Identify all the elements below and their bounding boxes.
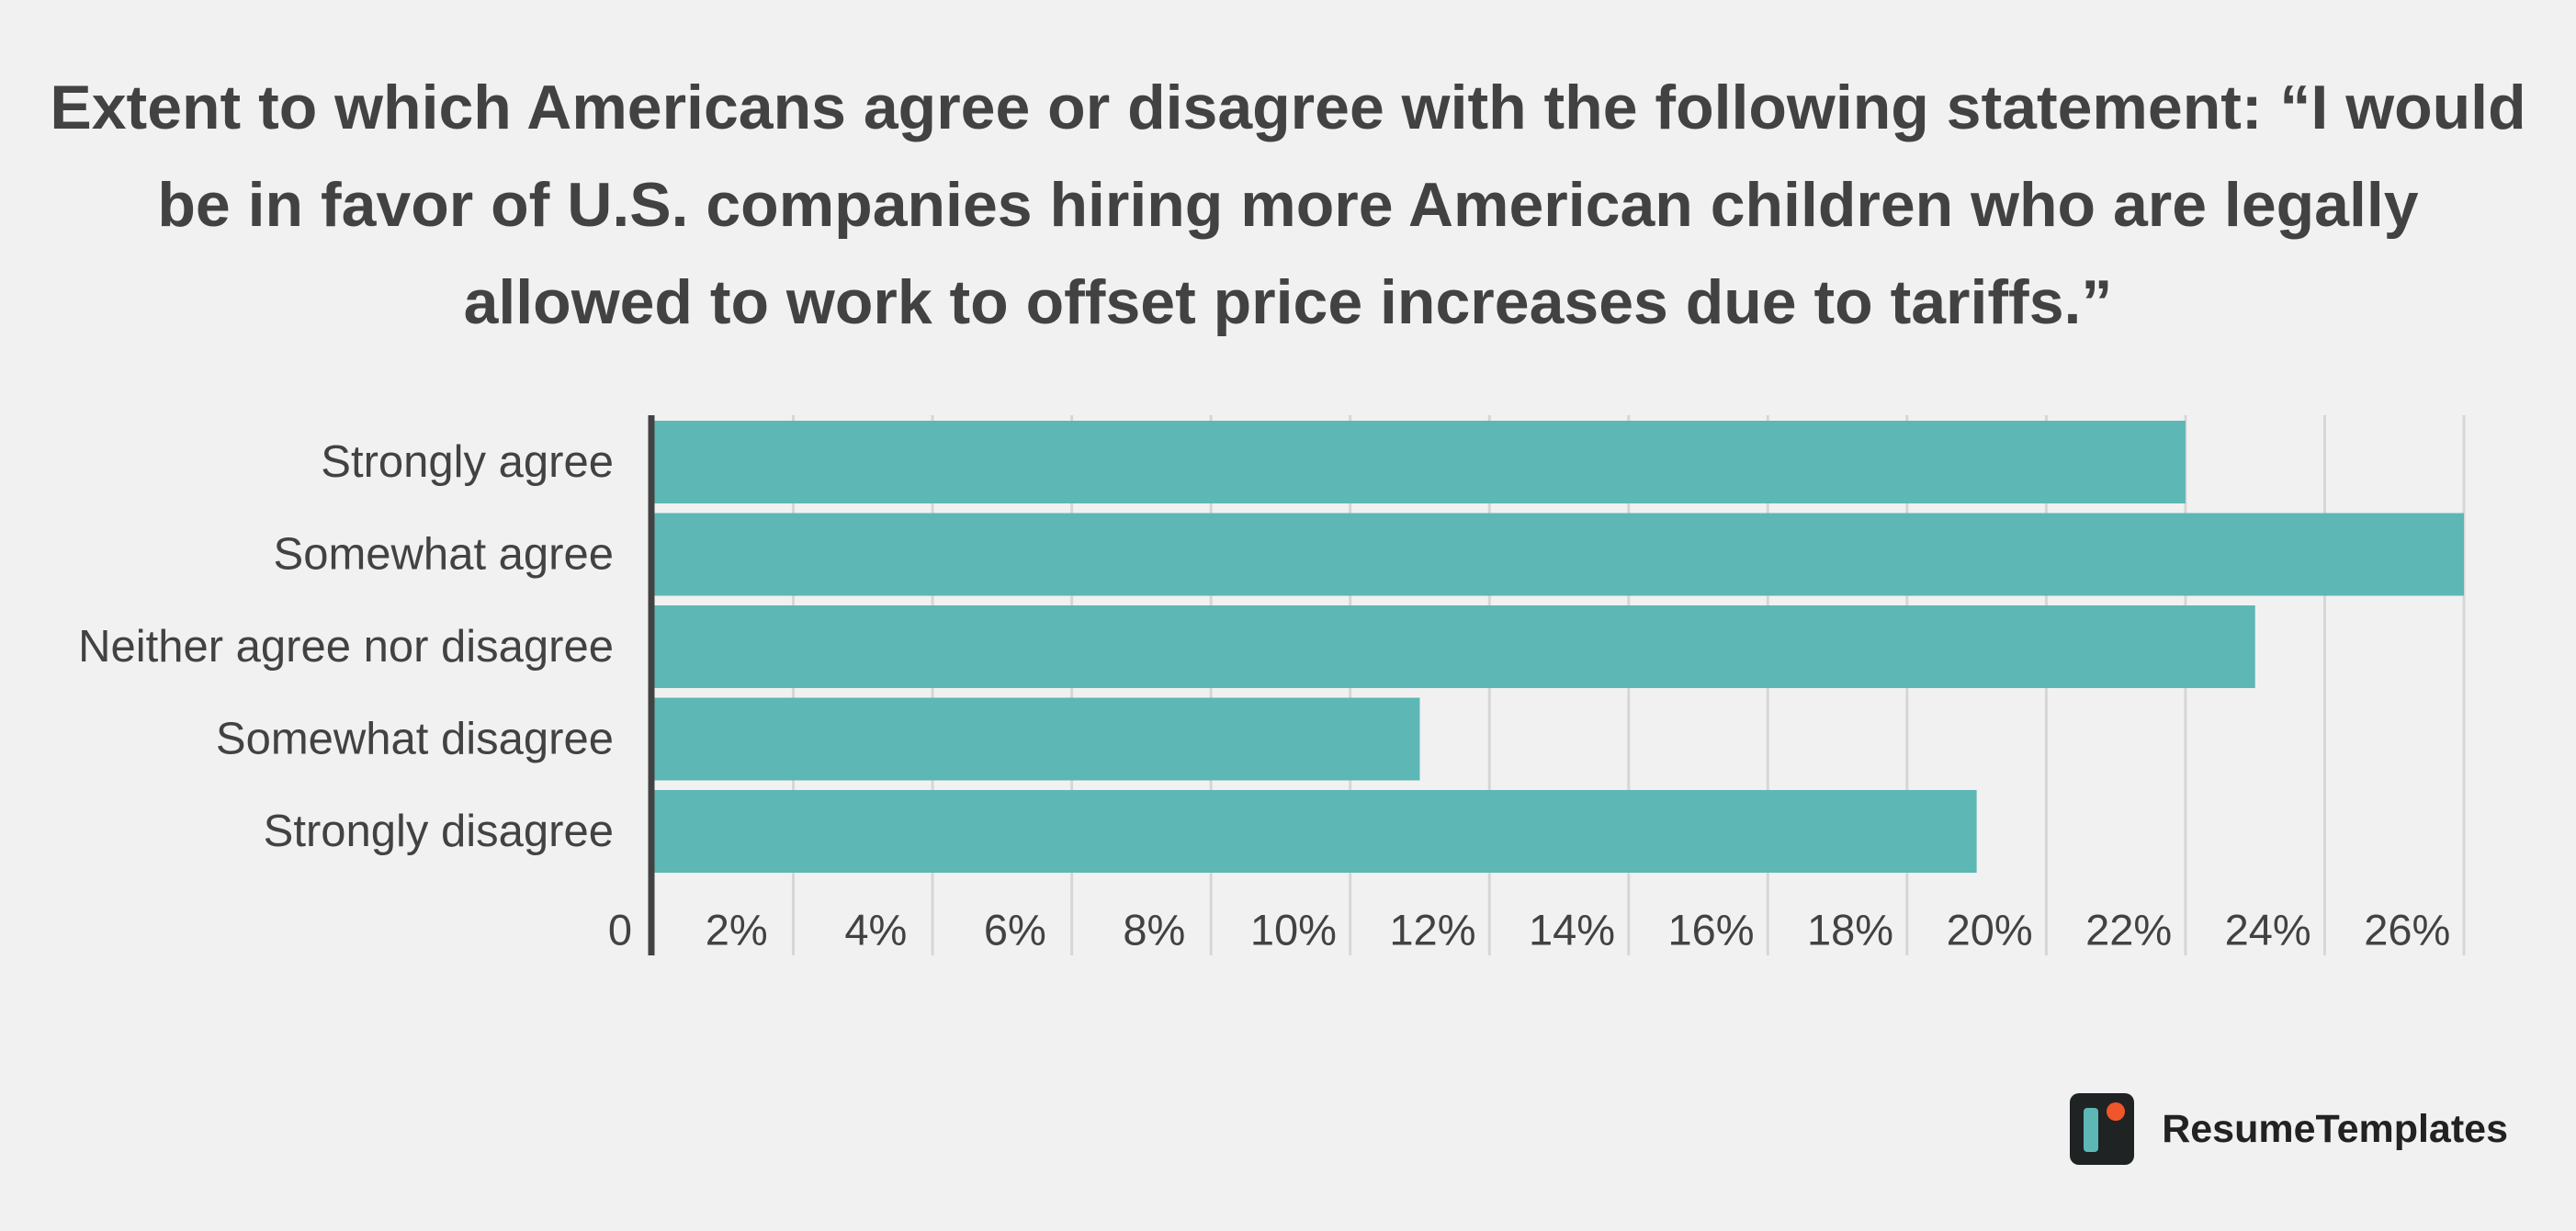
logo-bar <box>2084 1108 2099 1152</box>
bar <box>654 790 1977 873</box>
x-tick-label: 2% <box>706 906 768 954</box>
category-label: Strongly disagree <box>264 807 614 856</box>
bars <box>654 421 2464 873</box>
bar <box>654 513 2464 596</box>
category-labels: Strongly agree Somewhat agree Neither agre… <box>78 437 614 856</box>
x-tick-label: 24% <box>2225 906 2311 954</box>
bar <box>654 605 2255 688</box>
x-tick-label: 12% <box>1389 906 1475 954</box>
x-tick-label: 6% <box>984 906 1046 954</box>
category-label: Somewhat agree <box>274 530 614 580</box>
x-tick-labels: 0 2% 4% 6% 8% 10% 12% 14% 16% 18% 20% 22% 24% 26% <box>608 906 2450 954</box>
brand-watermark: ResumeTemplates <box>2070 1093 2508 1165</box>
x-tick-label: 22% <box>2085 906 2172 954</box>
x-tick-label: 14% <box>1529 906 1615 954</box>
x-tick-label: 18% <box>1807 906 1893 954</box>
x-tick-label: 26% <box>2364 906 2450 954</box>
x-tick-label: 8% <box>1123 906 1185 954</box>
bar <box>654 421 2186 503</box>
brand-name: ResumeTemplates <box>2162 1106 2508 1151</box>
bar <box>654 697 1420 781</box>
category-label: Strongly agree <box>321 437 614 487</box>
x-tick-label: 20% <box>1947 906 2033 954</box>
logo-dot <box>2107 1102 2126 1121</box>
x-tick-label: 4% <box>844 906 907 954</box>
x-tick-label: 16% <box>1667 906 1754 954</box>
x-tick-label: 0 <box>608 906 632 954</box>
x-tick-label: 10% <box>1250 906 1337 954</box>
category-label: Somewhat disagree <box>216 715 614 764</box>
category-label: Neither agree nor disagree <box>78 622 614 672</box>
resumetemplates-logo-icon <box>2070 1093 2135 1165</box>
chart-title: Extent to which Americans agree or disag… <box>50 73 2526 337</box>
